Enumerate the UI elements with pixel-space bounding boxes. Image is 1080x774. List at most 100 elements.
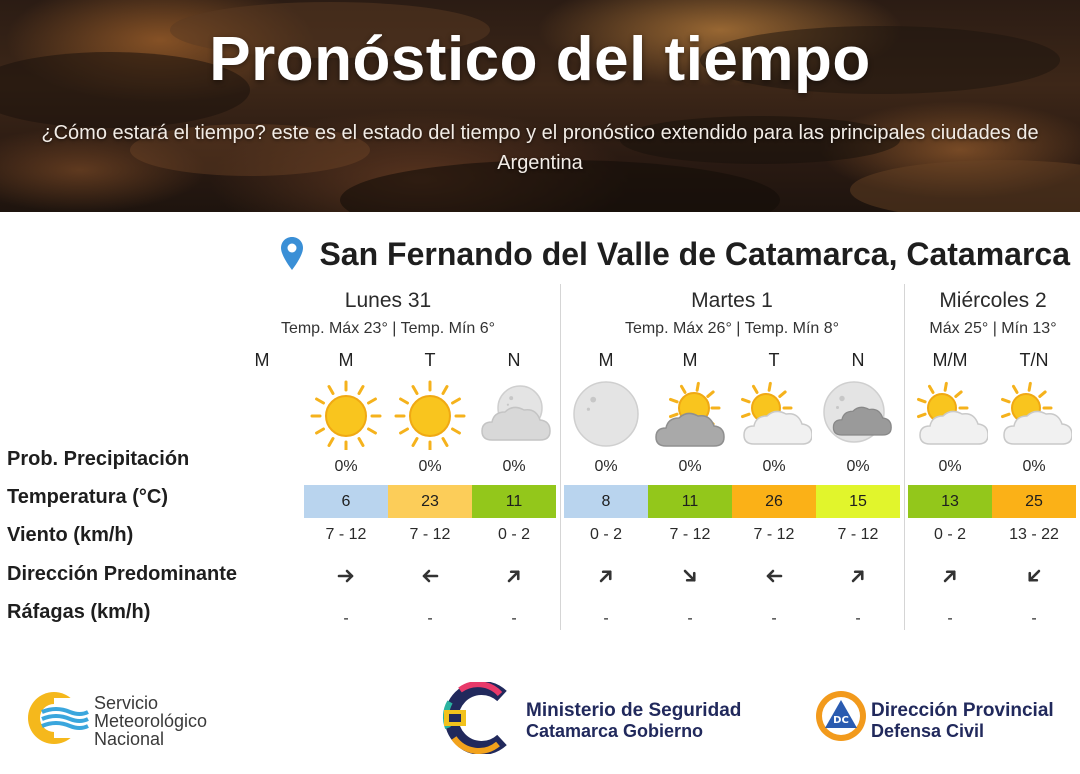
precip-value: 0% (678, 458, 702, 475)
day-header-lunes: Lunes 31 Temp. Máx 23° | Temp. Mín 6° (254, 287, 522, 339)
day-temps: Temp. Máx 23° | Temp. Mín 6° (280, 320, 496, 337)
temperature-value: 11 (472, 485, 556, 518)
direction-cell (732, 566, 816, 586)
defensa-civil-subtitle: Defensa Civil (871, 721, 985, 741)
moon-cloud-dark-icon (823, 381, 892, 443)
sun-cloud-icon (917, 381, 988, 445)
ministry-title: Ministerio de Seguridad (526, 700, 742, 721)
southwest-arrow-icon (1028, 569, 1041, 582)
day-header-miercoles: Miércoles 2 Máx 25° | Mín 13° (906, 287, 1080, 339)
wind-value: 0 - 2 (589, 526, 622, 543)
gusts-value: - (855, 610, 861, 627)
west-arrow-icon (766, 569, 783, 583)
west-arrow-icon (422, 569, 439, 583)
period-label: M (682, 350, 698, 370)
wind-value: 0 - 2 (497, 526, 530, 543)
defensa-civil-title: Dirección Provincial (871, 700, 1054, 721)
weather-cell (304, 378, 388, 450)
gusts-value: - (947, 610, 953, 627)
period-label: N (507, 350, 521, 370)
row-label-gusts: Ráfagas (km/h) (7, 601, 151, 623)
weather-cell (908, 378, 992, 450)
location-pin-icon (281, 237, 304, 270)
day-name: Martes 1 (691, 289, 773, 312)
catamarca-gobierno-logo-icon (443, 682, 507, 754)
row-label-wind: Viento (km/h) (7, 524, 134, 546)
period-label: T (768, 350, 780, 370)
smn-logo-text: Servicio Meteorológico Nacional (94, 694, 207, 748)
period-label: M (598, 350, 614, 370)
weather-cell (648, 378, 732, 450)
weather-cell (564, 378, 648, 450)
northeast-arrow-icon (599, 570, 612, 583)
weather-cell (732, 378, 816, 450)
direction-cell (388, 566, 472, 586)
direction-cell (472, 566, 556, 586)
location-header: San Fernando del Valle de Catamarca, Cat… (200, 232, 1070, 276)
smn-logo-icon (28, 692, 89, 744)
row-label-direction: Dirección Predominante (7, 563, 238, 585)
period-label: T/N (1019, 350, 1049, 370)
sun-icon (310, 380, 382, 450)
precip-value: 0% (502, 458, 526, 475)
period-label: M (338, 350, 354, 370)
wind-value: 0 - 2 (933, 526, 966, 543)
northeast-arrow-icon (507, 570, 520, 583)
day-temps: Temp. Máx 26° | Temp. Mín 8° (624, 320, 840, 337)
weather-cell (388, 378, 472, 450)
gusts-value: - (511, 610, 517, 627)
row-label-precip: Prob. Precipitación (7, 448, 190, 470)
page-title: Pronóstico del tiempo (209, 25, 871, 94)
sun-cloud-dark-icon (655, 381, 725, 447)
hero-cloud-background (0, 2, 1080, 212)
weather-cell (816, 378, 900, 450)
wind-value: 7 - 12 (753, 526, 795, 543)
day-divider (560, 284, 561, 630)
smn-line: Servicio (94, 693, 159, 713)
northeast-arrow-icon (943, 570, 956, 583)
gusts-value: - (603, 610, 609, 627)
temperature-value: 15 (816, 485, 900, 518)
defensa-civil-logo-icon: DC (816, 691, 866, 741)
period-label: T (424, 350, 436, 370)
day-temps: Máx 25° | Mín 13° (929, 320, 1057, 337)
smn-line: Nacional (94, 729, 165, 749)
gusts-value: - (687, 610, 693, 627)
wind-value: 7 - 12 (837, 526, 879, 543)
temperature-value: 8 (564, 485, 648, 518)
moon-icon (573, 381, 639, 447)
east-arrow-icon (337, 569, 354, 583)
temperature-value: 23 (388, 485, 472, 518)
southeast-arrow-icon (683, 569, 696, 582)
sun-icon (394, 380, 466, 450)
day-header-martes: Martes 1 Temp. Máx 26° | Temp. Mín 8° (564, 287, 900, 339)
period-label: M (254, 350, 270, 370)
temperature-value: 26 (732, 485, 816, 518)
direction-cell (992, 566, 1076, 586)
location-name: San Fernando del Valle de Catamarca, Cat… (319, 235, 1070, 272)
hero-banner: Pronóstico del tiempo ¿Cómo estará el ti… (0, 0, 1080, 212)
period-label: M/M (932, 350, 968, 370)
ministry-subtitle: Catamarca Gobierno (526, 721, 704, 741)
precip-value: 0% (334, 458, 358, 475)
temperature-value: 11 (648, 485, 732, 518)
precip-value: 0% (938, 458, 962, 475)
precip-value: 0% (1022, 458, 1046, 475)
sun-cloud-icon (1001, 381, 1072, 445)
direction-cell (304, 566, 388, 586)
wind-value: 7 - 12 (409, 526, 451, 543)
direction-cell (648, 566, 732, 586)
wind-value: 7 - 12 (669, 526, 711, 543)
weather-cell (472, 378, 556, 450)
smn-line: Meteorológico (94, 711, 208, 731)
sun-cloud-icon (741, 381, 812, 445)
gusts-value: - (427, 610, 433, 627)
gusts-value: - (1031, 610, 1037, 627)
direction-cell (908, 566, 992, 586)
direction-cell (564, 566, 648, 586)
day-name: Miércoles 2 (939, 289, 1047, 312)
page-subtitle: ¿Cómo estará el tiempo? este es el estad… (41, 122, 1039, 174)
gusts-value: - (771, 610, 777, 627)
direction-cell (816, 566, 900, 586)
weather-cell (992, 378, 1076, 450)
